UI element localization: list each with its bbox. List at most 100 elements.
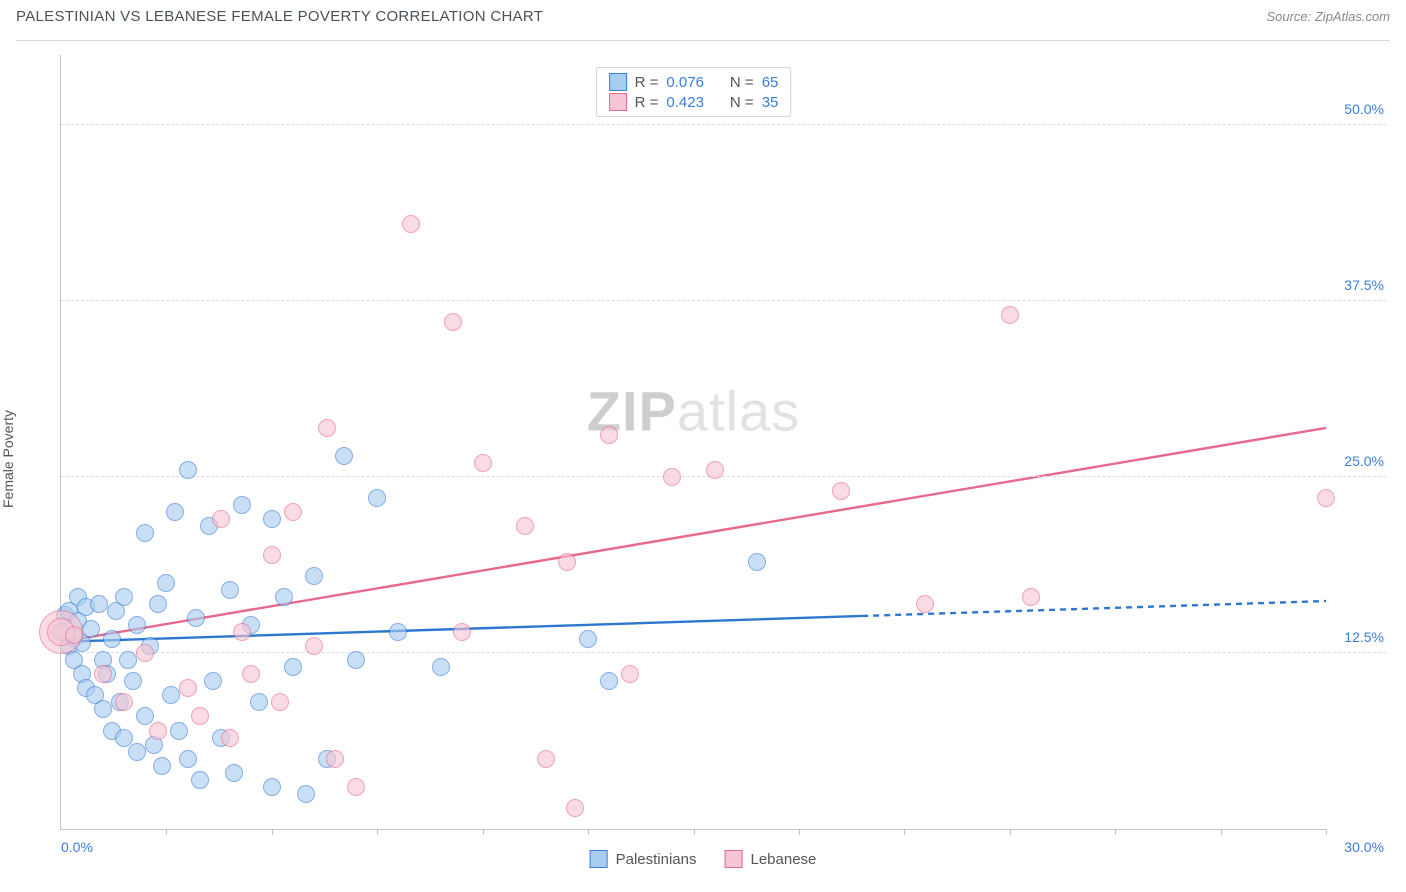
y-tick-label: 50.0% [1344,101,1384,117]
data-point [1317,489,1335,507]
r-value: 0.423 [666,94,704,111]
r-value: 0.076 [666,74,704,91]
x-tick [483,829,484,835]
data-point [179,679,197,697]
data-point [347,778,365,796]
x-tick [1326,829,1327,835]
data-point [149,722,167,740]
data-point [305,567,323,585]
data-point [402,215,420,233]
data-point [579,630,597,648]
data-point [128,616,146,634]
legend-label: Lebanese [750,851,816,868]
data-point [368,489,386,507]
n-value: 35 [762,94,779,111]
data-point [432,658,450,676]
series-legend: Palestinians Lebanese [590,850,817,868]
data-point [305,637,323,655]
data-point [115,588,133,606]
data-point [179,461,197,479]
gridline [61,652,1386,653]
data-point [179,750,197,768]
data-point [832,482,850,500]
data-point [347,651,365,669]
x-tick [1010,829,1011,835]
legend-row: R =0.423N =35 [609,92,779,112]
data-point [474,454,492,472]
legend-row: R =0.076N =65 [609,72,779,92]
data-point [136,524,154,542]
legend-swatch [609,93,627,111]
x-tick [272,829,273,835]
data-point [221,581,239,599]
r-label: R = [635,94,659,111]
gridline [61,124,1386,125]
data-point [444,313,462,331]
data-point [1022,588,1040,606]
data-point [663,468,681,486]
chart-container: Female Poverty ZIPatlas R =0.076N =65R =… [16,40,1390,876]
data-point [212,510,230,528]
data-point [242,665,260,683]
x-tick [1115,829,1116,835]
data-point [600,426,618,444]
data-point [94,665,112,683]
source-attribution: Source: ZipAtlas.com [1266,9,1390,24]
data-point [225,764,243,782]
data-point [706,461,724,479]
data-point [191,771,209,789]
data-point [233,623,251,641]
data-point [115,693,133,711]
data-point [90,595,108,613]
data-point [271,693,289,711]
trend-lines [61,55,1326,829]
data-point [221,729,239,747]
data-point [128,743,146,761]
data-point [566,799,584,817]
data-point [82,620,100,638]
data-point [157,574,175,592]
data-point [1001,306,1019,324]
data-point [124,672,142,690]
x-tick [588,829,589,835]
data-point [250,693,268,711]
data-point [318,419,336,437]
data-point [335,447,353,465]
data-point [284,658,302,676]
data-point [187,609,205,627]
data-point [263,778,281,796]
legend-item: Lebanese [724,850,816,868]
data-point [119,651,137,669]
data-point [275,588,293,606]
gridline [61,300,1386,301]
r-label: R = [635,74,659,91]
data-point [103,630,121,648]
data-point [389,623,407,641]
data-point [537,750,555,768]
legend-swatch [590,850,608,868]
y-axis-label: Female Poverty [0,409,16,507]
data-point [233,496,251,514]
legend-swatch [609,73,627,91]
y-tick-label: 12.5% [1344,629,1384,645]
data-point [65,626,83,644]
x-tick [799,829,800,835]
data-point [453,623,471,641]
x-tick [1221,829,1222,835]
data-point [166,503,184,521]
watermark: ZIPatlas [587,379,800,444]
x-axis-origin-label: 0.0% [61,839,93,855]
n-value: 65 [762,74,779,91]
x-tick [694,829,695,835]
data-point [162,686,180,704]
data-point [136,644,154,662]
legend-item: Palestinians [590,850,697,868]
data-point [748,553,766,571]
chart-title: PALESTINIAN VS LEBANESE FEMALE POVERTY C… [16,8,543,25]
plot-area: ZIPatlas R =0.076N =65R =0.423N =35 0.0%… [60,55,1326,830]
data-point [297,785,315,803]
data-point [149,595,167,613]
data-point [94,700,112,718]
data-point [326,750,344,768]
y-tick-label: 37.5% [1344,277,1384,293]
